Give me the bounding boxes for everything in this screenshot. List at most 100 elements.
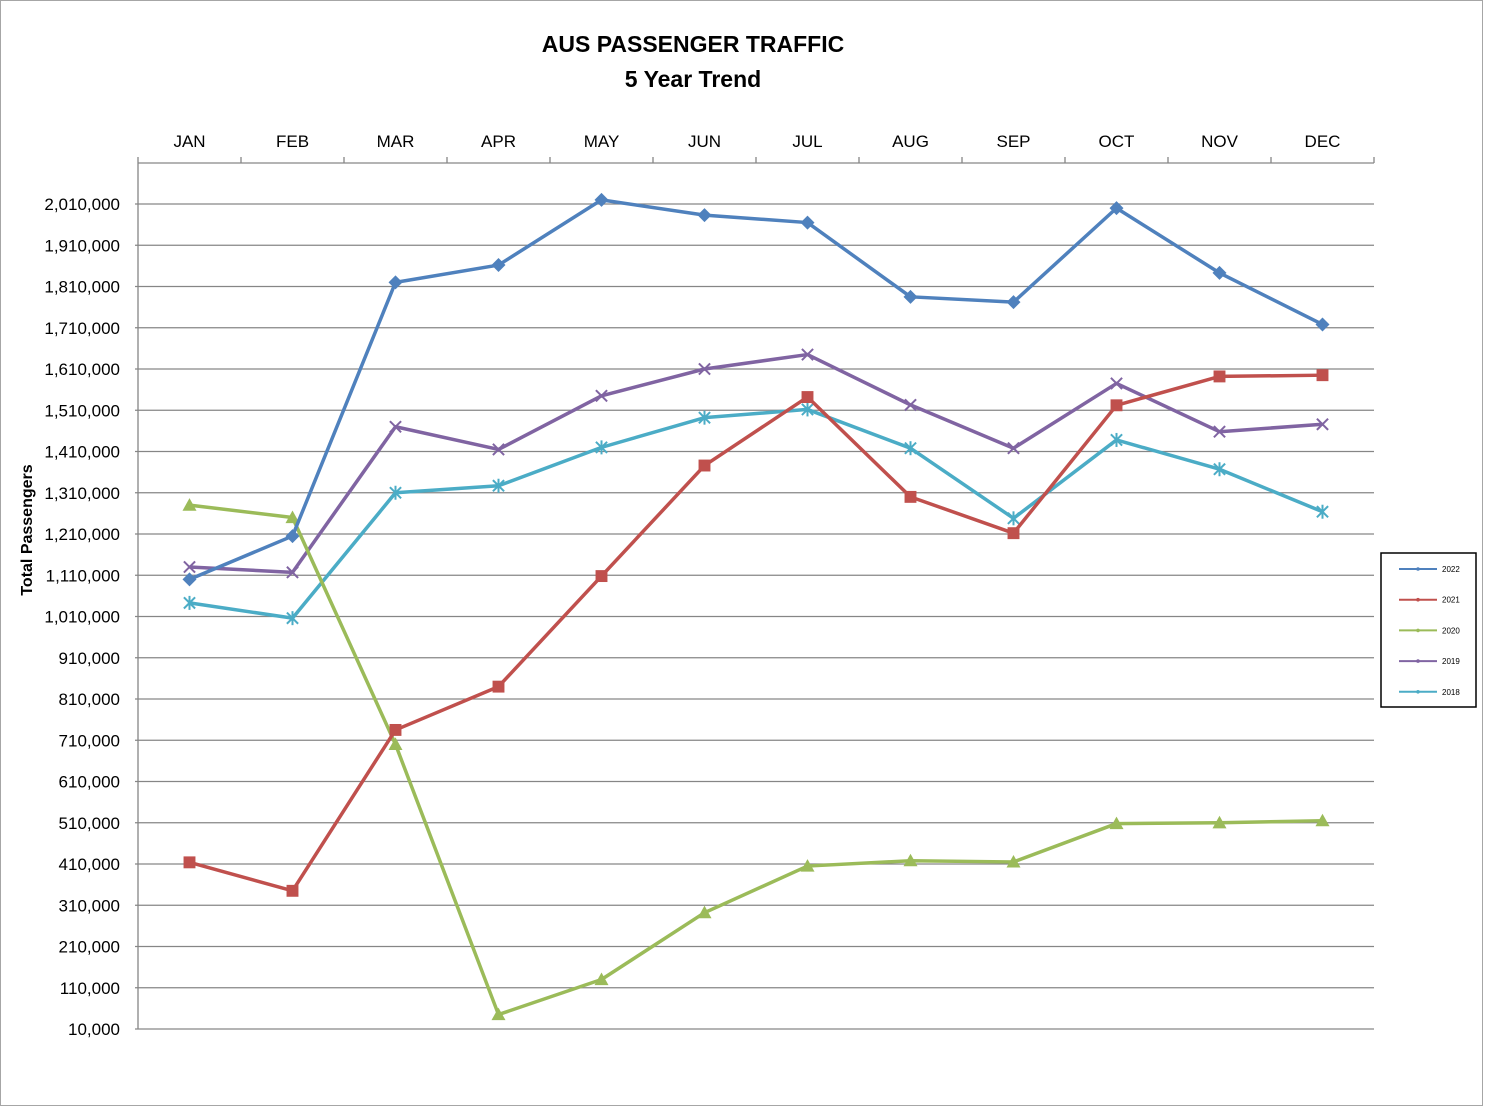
series-2018 — [183, 402, 1329, 626]
data-point-2021 — [698, 459, 711, 472]
data-point-2018 — [698, 410, 711, 425]
legend-item-2018: 2018 — [1399, 688, 1460, 697]
data-point-2020 — [697, 905, 712, 919]
series-lines — [182, 192, 1330, 1021]
x-tick-label: OCT — [1099, 132, 1135, 151]
series-line-2018 — [189, 407, 1324, 620]
data-point-2022 — [1315, 317, 1330, 332]
y-tick-label: 1,010,000 — [44, 608, 120, 627]
y-tick-label: 1,710,000 — [44, 319, 120, 338]
data-point-2019 — [1110, 377, 1123, 390]
data-point-2021 — [389, 723, 402, 736]
legend-label: 2020 — [1442, 626, 1460, 635]
data-point-2019 — [904, 398, 917, 412]
data-point-2019 — [698, 362, 711, 376]
data-point-2020 — [800, 859, 815, 872]
data-point-2022 — [1006, 295, 1021, 310]
y-tick-label: 1,510,000 — [44, 401, 120, 420]
data-point-2018 — [1007, 511, 1020, 526]
legend-label: 2018 — [1442, 688, 1460, 697]
data-point-2020 — [1109, 816, 1124, 830]
y-tick-label: 1,810,000 — [44, 278, 120, 297]
x-tick-label: JUL — [792, 132, 822, 151]
y-tick-label: 910,000 — [59, 649, 120, 668]
data-point-2020 — [1006, 854, 1021, 868]
data-point-2022 — [1212, 265, 1227, 280]
series-line-2020 — [189, 503, 1323, 1017]
series-2022 — [182, 192, 1330, 587]
data-point-2022 — [800, 215, 815, 230]
data-point-2018 — [492, 478, 505, 493]
axes — [137, 157, 1375, 1029]
data-point-2020 — [1212, 815, 1227, 829]
x-tick-labels: JAN FEB MAR APR MAY JUN JUL AUG SEP OCT NOV DEC — [173, 132, 1340, 151]
series-line-2021 — [189, 373, 1323, 893]
x-tick-label: APR — [481, 132, 516, 151]
data-point-2022 — [903, 289, 918, 304]
chart-title: AUS PASSENGER TRAFFIC — [542, 31, 844, 57]
data-point-2018 — [389, 485, 402, 500]
legend-label: 2021 — [1442, 596, 1460, 605]
legend: 2022 2021 2020 2019 2018 — [1380, 552, 1477, 708]
x-tick-label: SEP — [996, 132, 1030, 151]
data-point-2022 — [1109, 201, 1124, 216]
data-point-2020 — [594, 972, 609, 986]
data-point-2022 — [285, 529, 300, 544]
data-point-2018 — [801, 402, 814, 417]
data-point-2018 — [286, 611, 299, 626]
data-point-2018 — [1316, 504, 1329, 519]
data-point-2018 — [183, 595, 196, 610]
x-tick-label: JUN — [688, 132, 721, 151]
series-2021 — [183, 369, 1329, 897]
y-tick-label: 1,610,000 — [44, 360, 120, 379]
series-line-2022 — [188, 198, 1324, 581]
data-point-2019 — [286, 566, 299, 579]
y-tick-labels: 10,000 110,000 210,000 310,000 410,000 510,00… — [44, 195, 120, 1039]
x-tick-label: NOV — [1201, 132, 1239, 151]
data-point-2020 — [182, 498, 197, 511]
data-point-2019 — [1007, 441, 1020, 455]
data-point-2019 — [1213, 425, 1226, 439]
legend-item-2020: 2020 — [1399, 626, 1460, 635]
x-tick-label: AUG — [892, 132, 929, 151]
data-point-2021 — [492, 680, 505, 693]
y-tick-label: 810,000 — [59, 690, 120, 709]
data-point-2019 — [595, 389, 608, 403]
y-tick-label: 10,000 — [68, 1020, 120, 1039]
y-tick-label: 410,000 — [59, 855, 120, 874]
legend-item-2022: 2022 — [1399, 565, 1460, 574]
chart-subtitle: 5 Year Trend — [625, 66, 761, 92]
y-tick-label: 1,110,000 — [46, 566, 120, 585]
data-point-2020 — [491, 1007, 506, 1021]
legend-item-2021: 2021 — [1399, 596, 1460, 605]
data-point-2019 — [492, 443, 505, 456]
series-2019 — [183, 348, 1329, 579]
data-point-2020 — [388, 737, 403, 750]
data-point-2022 — [594, 192, 609, 207]
data-point-2019 — [1316, 417, 1329, 431]
data-point-2018 — [904, 441, 917, 456]
data-point-2018 — [1110, 432, 1123, 447]
y-tick-label: 1,210,000 — [44, 525, 120, 544]
data-point-2022 — [491, 258, 506, 273]
series-2020 — [182, 498, 1330, 1021]
data-point-2022 — [182, 572, 197, 587]
data-point-2021 — [286, 884, 299, 897]
data-point-2021 — [1316, 369, 1329, 382]
data-point-2021 — [801, 391, 814, 403]
data-point-2021 — [183, 856, 196, 869]
data-point-2021 — [1007, 527, 1020, 540]
x-tick-label: MAR — [377, 132, 415, 151]
x-tick-label: DEC — [1305, 132, 1341, 151]
data-point-2020 — [1315, 813, 1330, 827]
data-point-2020 — [903, 853, 918, 867]
x-tick-label: JAN — [173, 132, 205, 151]
data-point-2022 — [388, 275, 403, 290]
y-tick-label: 510,000 — [59, 814, 120, 833]
y-tick-label: 210,000 — [59, 938, 120, 957]
y-tick-label: 2,010,000 — [44, 195, 120, 214]
x-tick-label: MAY — [584, 132, 620, 151]
legend-label: 2019 — [1442, 657, 1460, 666]
